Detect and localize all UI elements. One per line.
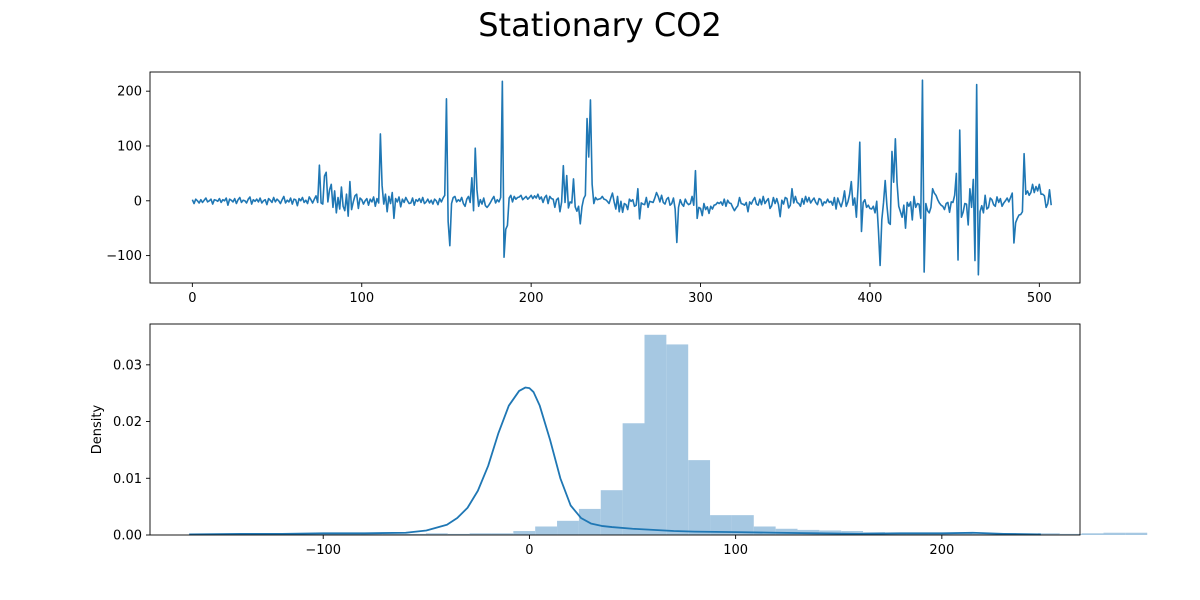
hist-bar <box>513 531 536 535</box>
x-tick-label: 500 <box>1027 291 1052 306</box>
hist-bar <box>731 515 754 535</box>
x-tick-label: 300 <box>688 291 713 306</box>
hist-bar <box>600 490 623 535</box>
hist-bar <box>666 344 689 535</box>
hist-bar <box>1125 532 1148 535</box>
hist-bar <box>557 520 579 535</box>
x-tick-label: 100 <box>723 543 748 558</box>
hist-bar <box>1059 533 1082 535</box>
x-tick-label: 100 <box>349 291 374 306</box>
hist-bar <box>710 515 732 535</box>
hist-bar <box>469 533 492 535</box>
y-tick-label: 0.02 <box>113 415 142 430</box>
x-tick-label: 0 <box>525 543 533 558</box>
x-tick-label: 0 <box>188 291 196 306</box>
y-tick-label: 100 <box>117 139 142 154</box>
x-tick-label: 400 <box>858 291 883 306</box>
hist-bar <box>753 526 776 535</box>
hist-bar <box>644 334 667 535</box>
hist-bar <box>1037 533 1060 535</box>
x-tick-label: 200 <box>929 543 954 558</box>
line-panel: 0 100 200 300 400 500 −100 0 100 200 <box>106 71 1081 306</box>
x-tick-label: −100 <box>305 543 341 558</box>
hist-bar <box>535 526 558 535</box>
hist-bar <box>950 532 973 535</box>
hist-bar <box>1103 532 1126 535</box>
hist-bar <box>425 533 448 535</box>
axes-frame <box>149 323 1081 536</box>
series-line <box>191 79 1052 276</box>
figure-title: Stationary CO2 <box>478 6 722 44</box>
axes-frame <box>149 71 1081 284</box>
hist-bar <box>360 533 383 535</box>
y-tick-label: 0.01 <box>113 472 142 487</box>
hist-bar <box>491 533 514 535</box>
hist-bar <box>622 423 645 535</box>
kde-line <box>189 386 1041 536</box>
y-tick-label: 0 <box>134 194 142 209</box>
density-panel: −100 0 100 200 0.00 0.01 0.02 0.03 Density <box>90 323 1148 558</box>
hist-bar <box>404 533 426 535</box>
hist-bar <box>775 528 798 535</box>
y-tick-label: 0.03 <box>113 358 142 373</box>
y-tick-label: 200 <box>117 85 142 100</box>
hist-bar <box>972 533 995 535</box>
hist-bar <box>382 533 405 535</box>
x-tick-label: 200 <box>519 291 544 306</box>
hist-bar <box>1081 533 1104 535</box>
y-tick-label: 0.00 <box>113 529 142 544</box>
hist-bar <box>688 460 711 535</box>
y-axis-label: Density <box>90 404 105 454</box>
hist-bar <box>447 533 470 535</box>
y-tick-label: −100 <box>106 249 142 264</box>
